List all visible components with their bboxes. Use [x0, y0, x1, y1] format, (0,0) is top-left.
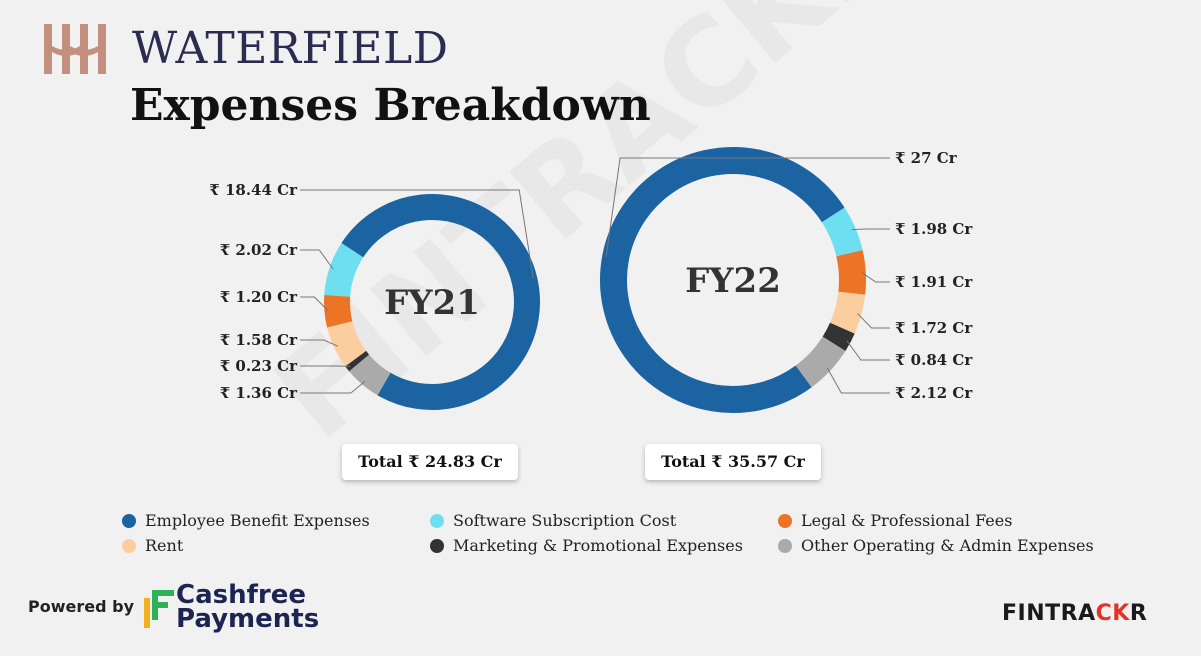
brand-name: WATERFIELD [132, 23, 449, 74]
legend-label: Rent [145, 536, 184, 555]
legend-item-marketing: Marketing & Promotional Expenses [430, 536, 743, 555]
slice-employee [600, 147, 845, 413]
value-label-marketing: ₹ 0.84 Cr [895, 351, 973, 369]
legend-item-legal: Legal & Professional Fees [778, 511, 1012, 530]
legend-swatch [430, 513, 444, 528]
value-label-other: ₹ 1.36 Cr [220, 384, 298, 402]
slice-legal [836, 250, 866, 295]
value-label-employee: ₹ 18.44 Cr [209, 181, 298, 199]
leader-line-legal [300, 296, 329, 312]
legend-item-rent: Rent [122, 536, 183, 555]
legend-swatch [430, 538, 444, 553]
leader-line-software [300, 249, 334, 270]
leader-line-employee [605, 157, 890, 257]
center-label: FY22 [685, 261, 781, 301]
donut-fy22: ₹ 27 Cr ₹ 1.98 Cr ₹ 1.91 Cr ₹ 1.72 Cr ₹ 0.84… [600, 147, 973, 413]
leader-line-marketing [846, 340, 890, 361]
cashfree-line-1: Cashfree [176, 580, 307, 610]
legend-item-employee: Employee Benefit Expenses [122, 511, 370, 530]
cashfree-line-2: Payments [176, 604, 320, 634]
slice-software [324, 243, 364, 298]
leader-line-software [851, 228, 890, 231]
legend-swatch [778, 538, 792, 553]
total-fy21: Total ₹ 24.83 Cr [342, 444, 518, 480]
value-label-software: ₹ 2.02 Cr [220, 241, 298, 259]
legend-label: Marketing & Promotional Expenses [453, 536, 743, 555]
slice-other [349, 354, 391, 396]
leader-line-other [826, 367, 890, 394]
fintrackr-part-2: CK [1095, 601, 1130, 626]
legend-swatch [778, 513, 792, 528]
cashfree-logo-icon [144, 590, 174, 628]
slice-marketing [822, 322, 855, 352]
legend-label: Employee Benefit Expenses [145, 511, 370, 530]
value-label-rent: ₹ 1.58 Cr [220, 331, 298, 349]
leader-line-rent [857, 313, 890, 329]
slice-other [795, 336, 846, 388]
page-title: Expenses Breakdown [130, 80, 651, 131]
slice-marketing [345, 350, 370, 372]
value-label-legal: ₹ 1.91 Cr [895, 273, 973, 291]
slice-rent [327, 320, 367, 367]
powered-by-label: Powered by [28, 597, 134, 616]
legend-label: Other Operating & Admin Expenses [801, 536, 1094, 555]
fintrackr-part-3: R [1129, 601, 1148, 626]
slice-legal [324, 295, 353, 328]
legend-item-other: Other Operating & Admin Expenses [778, 536, 1094, 555]
leader-line-legal [861, 272, 890, 283]
value-label-employee: ₹ 27 Cr [895, 149, 958, 167]
donut-charts: ₹ 18.44 Cr ₹ 2.02 Cr ₹ 1.20 Cr ₹ 1.58 Cr ₹ 0… [209, 147, 973, 413]
slice-employee [341, 194, 540, 410]
leader-line-other [300, 381, 366, 394]
value-label-legal: ₹ 1.20 Cr [220, 288, 298, 306]
waterfield-logo-icon [44, 24, 106, 74]
center-label: FY21 [384, 283, 480, 323]
leader-line-rent [300, 339, 339, 347]
value-label-rent: ₹ 1.72 Cr [895, 319, 973, 337]
fintrackr-part-1: FINTRA [1002, 601, 1096, 626]
legend-swatch [122, 538, 136, 553]
legend-item-software: Software Subscription Cost [430, 511, 676, 530]
cashfree-wordmark: Cashfree Payments [176, 580, 320, 634]
legend-swatch [122, 513, 136, 528]
leader-line-employee [300, 189, 534, 279]
slice-rent [829, 291, 866, 334]
total-fy22: Total ₹ 35.57 Cr [645, 444, 821, 480]
value-label-marketing: ₹ 0.23 Cr [220, 357, 298, 375]
legend-label: Legal & Professional Fees [801, 511, 1013, 530]
legend-label: Software Subscription Cost [453, 511, 677, 530]
value-label-software: ₹ 1.98 Cr [895, 220, 973, 238]
fintrackr-logo: FINTRACKR [1002, 601, 1147, 626]
donut-fy21: ₹ 18.44 Cr ₹ 2.02 Cr ₹ 1.20 Cr ₹ 1.58 Cr ₹ 0… [209, 181, 540, 410]
value-label-other: ₹ 2.12 Cr [895, 384, 973, 402]
slice-software [821, 207, 863, 257]
